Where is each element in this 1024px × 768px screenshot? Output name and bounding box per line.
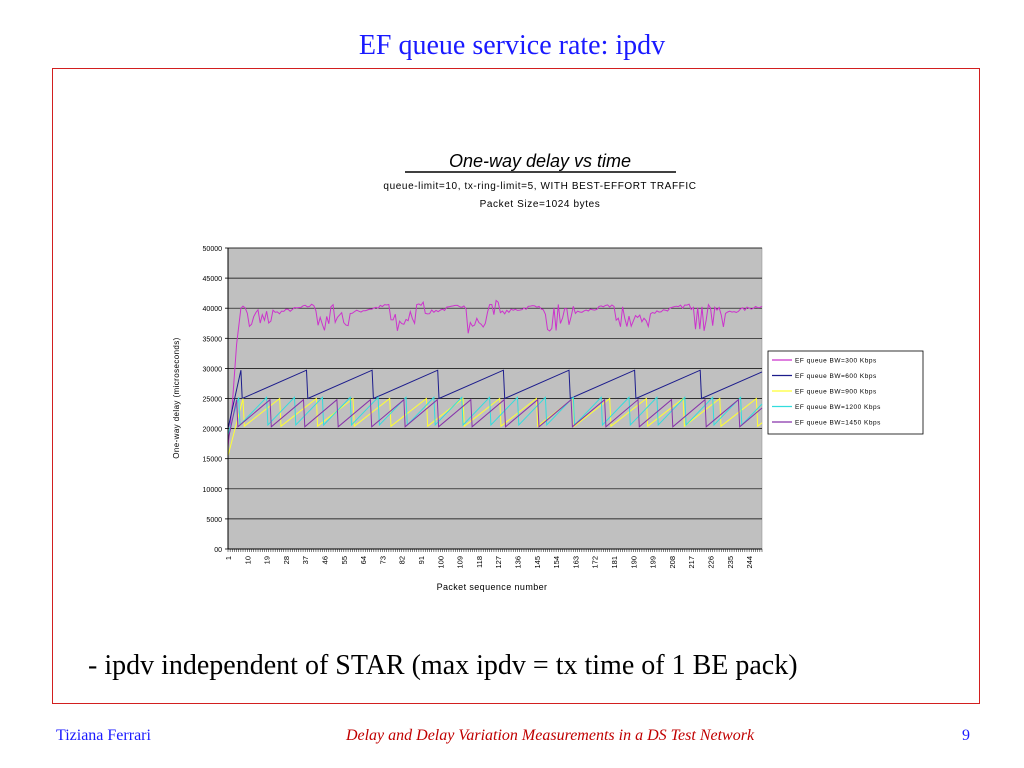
y-axis-label: One-way delay (microseconds) <box>172 337 181 458</box>
y-tick-label: 5000 <box>206 517 222 524</box>
x-tick-label: 235 <box>726 556 735 569</box>
legend-entry: EF queue BW=300 Kbps <box>795 358 877 365</box>
x-tick-label: 154 <box>552 556 561 569</box>
x-tick-label: 1 <box>224 556 233 560</box>
x-tick-label: 10 <box>243 556 252 564</box>
series-line-1 <box>227 299 763 447</box>
y-tick-label: 40000 <box>203 306 223 313</box>
legend-entry: EF queue BW=1200 Kbps <box>795 404 881 411</box>
series-line-5 <box>227 398 763 441</box>
x-tick-label: 100 <box>436 556 445 569</box>
x-tick-label: 190 <box>629 556 638 569</box>
x-tick-label: 217 <box>687 556 696 569</box>
x-tick-label: 145 <box>533 556 542 569</box>
chart-subtitle-line-2: Packet Size=1024 bytes <box>480 199 601 210</box>
chart-frame <box>52 68 980 704</box>
chart-subtitle-line-1: queue-limit=10, tx-ring-limit=5, WITH BE… <box>383 181 696 192</box>
x-tick-label: 136 <box>514 556 523 569</box>
y-tick-label: 15000 <box>203 457 223 464</box>
x-tick-label: 46 <box>321 556 330 564</box>
y-tick-label: 10000 <box>203 487 223 494</box>
x-tick-label: 37 <box>301 556 310 564</box>
y-tick-label: 25000 <box>203 397 223 404</box>
x-tick-label: 91 <box>417 556 426 564</box>
legend-entry: EF queue BW=900 Kbps <box>795 389 877 396</box>
y-tick-label: 45000 <box>203 276 223 283</box>
x-tick-label: 64 <box>359 556 368 564</box>
y-tick-label: 30000 <box>203 366 223 373</box>
legend-entry: EF queue BW=1450 Kbps <box>795 420 881 427</box>
series-lines <box>227 299 763 456</box>
footer-author: Tiziana Ferrari <box>56 727 151 744</box>
slide-caption: - ipdv independent of STAR (max ipdv = t… <box>88 650 798 681</box>
series-line-2 <box>227 369 763 429</box>
legend: EF queue BW=300 Kbps EF queue BW=600 Kbps… <box>772 358 881 427</box>
chart-title: One-way delay vs time <box>449 151 631 171</box>
x-tick-label: 163 <box>571 556 580 569</box>
y-tick-label: 20000 <box>203 427 223 434</box>
y-axis-ticks: 00 5000 10000 15000 20000 25000 30000 35000 4000… <box>203 246 228 554</box>
gridlines <box>228 247 762 520</box>
x-tick-label: 118 <box>475 556 484 568</box>
legend-entry: EF queue BW=600 Kbps <box>795 373 877 380</box>
x-tick-label: 82 <box>398 556 407 564</box>
x-tick-label: 109 <box>456 556 465 569</box>
x-tick-label: 199 <box>649 556 658 569</box>
x-axis-ticks: 1 10 19 28 37 46 55 64 73 82 91 100 109 118 127 136 145 1… <box>224 549 763 569</box>
x-tick-label: 55 <box>340 556 349 564</box>
x-tick-label: 19 <box>263 556 272 564</box>
x-axis-label: Packet sequence number <box>437 582 548 592</box>
x-tick-label: 181 <box>610 556 619 569</box>
y-tick-label: 00 <box>214 547 222 554</box>
x-tick-label: 244 <box>745 556 754 569</box>
footer-presentation-title: Delay and Delay Variation Measurements i… <box>345 727 755 744</box>
y-tick-label: 50000 <box>203 246 223 253</box>
x-tick-label: 73 <box>378 556 387 564</box>
x-tick-label: 127 <box>494 556 503 569</box>
legend-box <box>767 350 924 435</box>
y-tick-label: 35000 <box>203 336 223 343</box>
x-tick-label: 28 <box>282 556 291 564</box>
x-tick-label: 226 <box>707 556 716 569</box>
x-tick-label: 172 <box>591 556 600 569</box>
slide-title: EF queue service rate: ipdv <box>358 30 666 61</box>
footer-page-number: 9 <box>962 727 970 744</box>
x-tick-label: 208 <box>668 556 677 569</box>
